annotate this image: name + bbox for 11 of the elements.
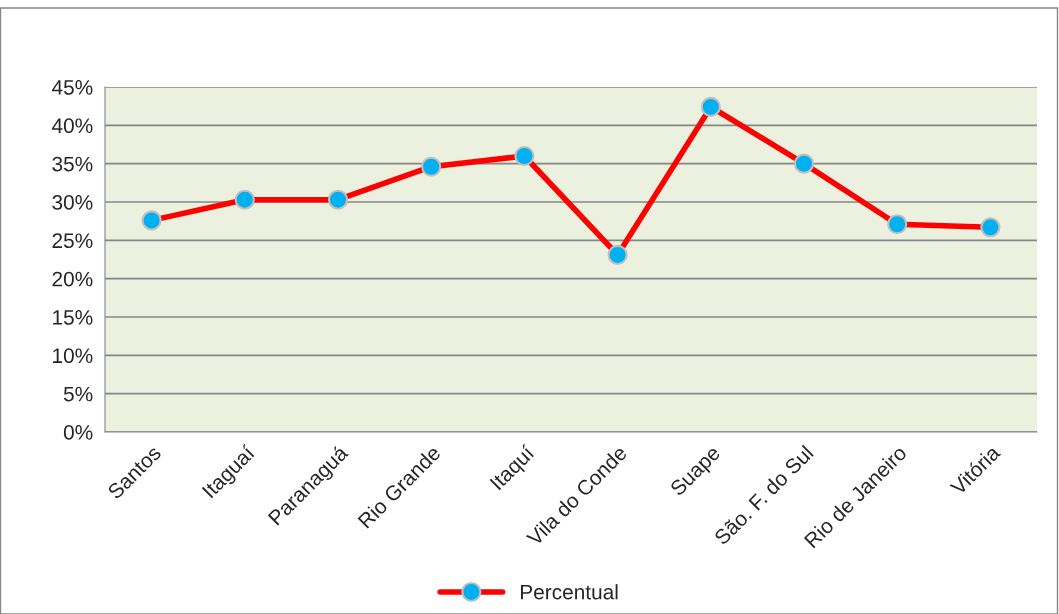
y-tick-label: 20% <box>52 271 93 287</box>
y-tick-label: 35% <box>52 156 93 172</box>
y-tick-label: 5% <box>63 386 93 402</box>
y-tick-label: 0% <box>63 425 93 440</box>
y-tick-label: 25% <box>52 233 93 249</box>
y-tick-label: 10% <box>53 348 93 364</box>
y-tick-label: 45% <box>51 80 93 95</box>
y-tick-label: 40% <box>51 118 93 134</box>
legend-label: Percentual <box>521 584 618 600</box>
y-tick-label: 30% <box>52 195 93 210</box>
y-tick-label: 15% <box>53 310 93 325</box>
